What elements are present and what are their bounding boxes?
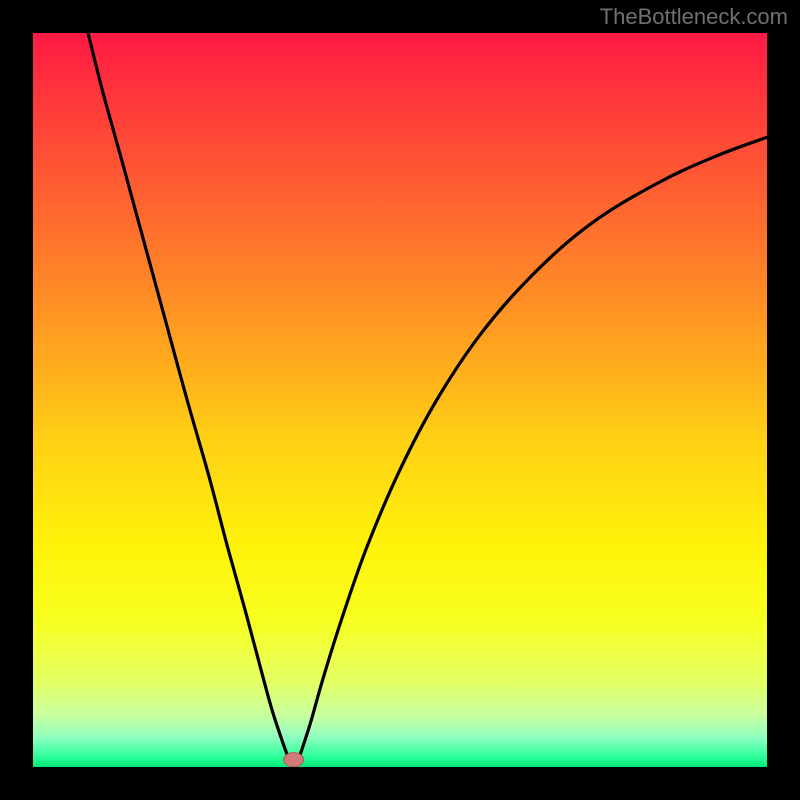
minimum-marker <box>284 753 304 767</box>
chart-frame: TheBottleneck.com <box>0 0 800 800</box>
plot-area <box>33 33 767 767</box>
bottleneck-curve <box>33 33 767 767</box>
attribution-label: TheBottleneck.com <box>600 4 788 30</box>
